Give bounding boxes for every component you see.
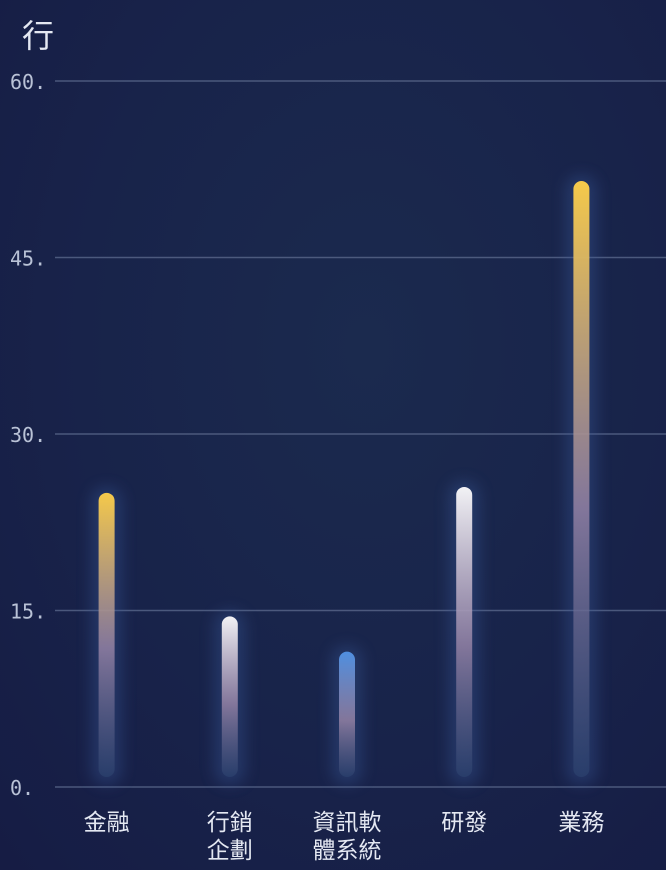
x-category-label: 資訊軟體系統 bbox=[313, 810, 382, 864]
bar bbox=[339, 651, 355, 777]
y-tick-label: 15. bbox=[10, 600, 46, 624]
x-category-label: 研發 bbox=[441, 810, 487, 836]
x-category-label: 業務 bbox=[558, 810, 604, 836]
x-category-label: 金融 bbox=[84, 810, 130, 836]
bar bbox=[221, 616, 238, 777]
bar bbox=[98, 492, 115, 777]
x-axis-labels: 金融 行銷企劃 資訊軟體系統 研發 業務 bbox=[84, 810, 605, 864]
grid-lines bbox=[55, 80, 666, 788]
y-tick-label: 60. bbox=[10, 70, 46, 94]
bars bbox=[90, 175, 598, 785]
y-axis-title: 行 bbox=[22, 17, 54, 55]
y-tick-label: 0. bbox=[10, 776, 34, 800]
bar bbox=[456, 486, 473, 777]
bar bbox=[573, 181, 590, 777]
x-category-label: 行銷企劃 bbox=[207, 810, 253, 864]
y-tick-label: 45. bbox=[10, 247, 46, 271]
y-axis-ticks: 0. 15. 30. 45. 60. bbox=[10, 70, 46, 800]
y-tick-label: 30. bbox=[10, 423, 46, 447]
